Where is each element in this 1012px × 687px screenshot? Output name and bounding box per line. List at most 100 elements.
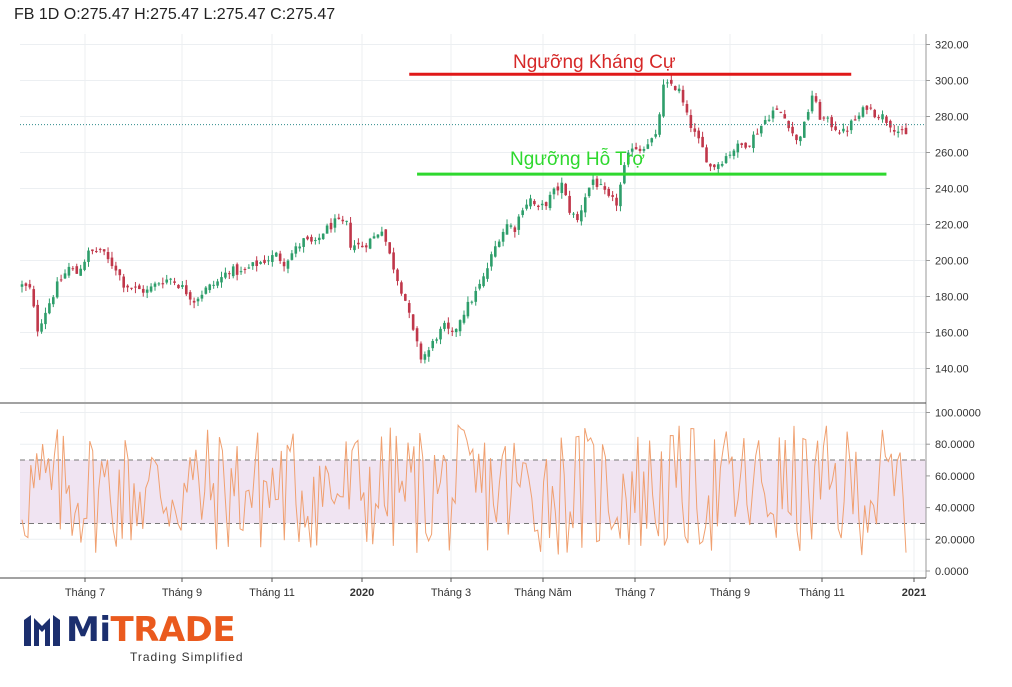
candle-up (458, 320, 462, 332)
y-tick-label: 300.00 (935, 76, 969, 88)
candle-up (654, 134, 657, 137)
candle-up (842, 128, 845, 132)
candle-down (450, 330, 454, 332)
candle-up (662, 84, 665, 117)
candle-up (196, 298, 200, 302)
candle-up (666, 82, 669, 84)
candle-up (302, 238, 305, 247)
candle-down (310, 236, 313, 242)
candle-down (141, 288, 145, 293)
candle-down (544, 202, 548, 207)
candle-up (806, 112, 810, 120)
candle-down (349, 222, 352, 248)
y-tick-label: 140.00 (935, 364, 969, 376)
candle-up (724, 156, 728, 163)
candle-up (439, 328, 442, 340)
y-tick-label: 180.00 (935, 292, 969, 304)
y-tick-label: 60.0000 (935, 471, 975, 483)
candle-up (368, 238, 372, 249)
candle-down (102, 249, 106, 252)
candle-up (728, 154, 732, 156)
oscillator-series (21, 424, 907, 556)
candle-up (259, 262, 262, 264)
candle-up (333, 218, 337, 228)
y-tick-label: 80.0000 (935, 439, 975, 451)
x-tick-label: Tháng 9 (162, 587, 202, 599)
candle-down (415, 328, 419, 342)
candle-up (759, 125, 763, 134)
candle-down (392, 252, 395, 270)
candle-down (611, 195, 614, 197)
candle-down (126, 285, 129, 288)
candle-down (681, 89, 685, 103)
candle-down (713, 164, 716, 168)
candle-up (83, 261, 86, 270)
candle-down (846, 130, 849, 132)
candle-down (192, 300, 196, 303)
candle-up (587, 187, 591, 197)
candle-up (466, 301, 470, 317)
candle-down (134, 286, 137, 288)
candle-up (525, 204, 528, 209)
candle-up (345, 220, 348, 222)
candle-down (853, 119, 857, 121)
candle-down (341, 219, 345, 222)
candle-up (767, 119, 771, 121)
candle-up (51, 297, 55, 305)
candle-down (404, 294, 407, 301)
axes: 320.00 300.00 280.00 260.00 240.00 220.00 200.… (0, 34, 981, 599)
candle-up (490, 254, 493, 267)
candle-down (173, 281, 176, 283)
candle-up (861, 107, 865, 117)
candle-up (497, 241, 501, 247)
candle-down (709, 163, 712, 167)
candle-down (818, 101, 822, 120)
candle-up (40, 323, 43, 332)
candle-down (24, 283, 28, 286)
candle-down (177, 284, 180, 289)
candle-down (533, 200, 536, 205)
candle-down (110, 257, 114, 267)
candle-up (212, 284, 215, 286)
candle-up (157, 283, 161, 285)
candle-up (423, 354, 427, 360)
mitrade-logo-icon (24, 615, 60, 646)
candle-down (188, 292, 192, 300)
candle-down (255, 260, 258, 267)
candle-up (314, 240, 317, 242)
candle-up (505, 224, 509, 235)
candle-down (106, 251, 110, 260)
candle-up (591, 179, 595, 185)
candle-down (873, 109, 877, 118)
candle-up (427, 350, 431, 357)
candle-up (220, 277, 223, 283)
x-tick-label: Tháng 11 (799, 587, 845, 599)
candle-down (419, 343, 423, 360)
candle-up (208, 284, 212, 291)
candlestick-series (20, 74, 926, 364)
x-tick-label: Tháng Năm (514, 587, 571, 599)
candle-down (603, 186, 607, 190)
candle-up (44, 312, 47, 325)
candle-up (517, 216, 521, 230)
y-tick-label: 40.0000 (935, 503, 975, 515)
candle-up (509, 225, 513, 227)
candle-up (732, 150, 736, 156)
support-label: Ngưỡng Hỗ Trợ (510, 148, 645, 170)
candle-down (705, 147, 708, 163)
candle-up (200, 294, 204, 299)
candle-up (486, 268, 489, 279)
candle-down (411, 314, 415, 330)
candle-down (638, 148, 642, 151)
candle-down (869, 107, 873, 109)
candle-down (278, 253, 282, 261)
candle-up (771, 110, 775, 119)
candle-up (55, 281, 59, 298)
candle-down (564, 183, 567, 196)
candle-down (885, 116, 888, 123)
candle-down (384, 229, 388, 242)
candle-down (361, 245, 364, 248)
candle-up (267, 260, 270, 262)
candle-up (650, 138, 654, 143)
